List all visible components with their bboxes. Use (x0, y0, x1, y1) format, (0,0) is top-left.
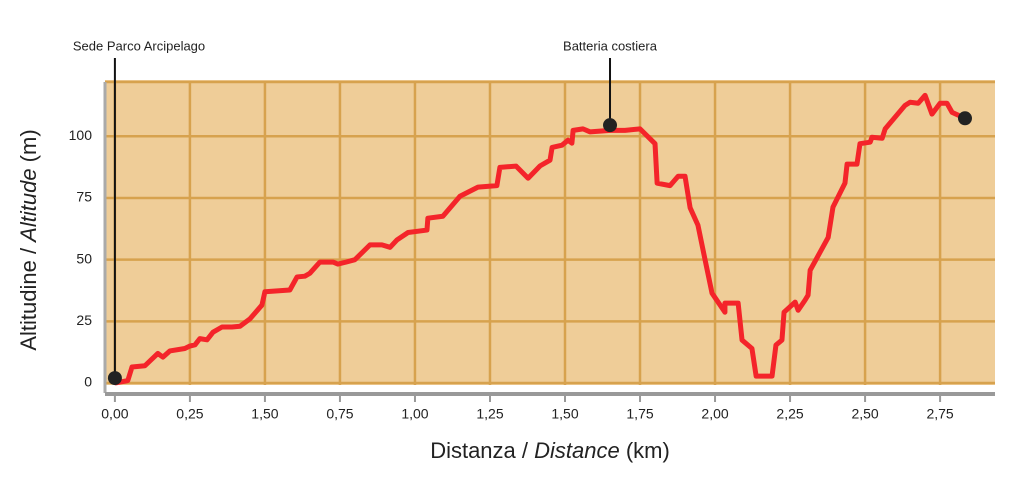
y-label-part: Altitude (16, 168, 41, 243)
x-tick-label: 2,25 (776, 406, 803, 422)
x-tick-label: 1,00 (401, 406, 428, 422)
x-tick-label: 1,50 (551, 406, 578, 422)
x-label-part: (km) (620, 438, 670, 463)
y-tick-label: 0 (84, 374, 92, 390)
x-tick-label: 1,75 (626, 406, 653, 422)
x-label-part: Distance (534, 438, 620, 463)
x-tick-label: 2,50 (851, 406, 878, 422)
y-axis-label: Altitudine / Altitude (m) (16, 129, 41, 350)
x-tick-label: 2,00 (701, 406, 728, 422)
elevation-line (114, 92, 967, 386)
y-tick-label: 100 (69, 127, 93, 143)
x-tick-label: 1,50 (251, 406, 278, 422)
plot-area (105, 80, 995, 385)
x-tick-label: 0,00 (101, 406, 128, 422)
annotation-label: Sede Parco Arcipelago (73, 38, 205, 53)
y-tick-label: 75 (76, 189, 92, 205)
y-tick-label: 25 (76, 312, 92, 328)
annotation-dot (107, 371, 122, 386)
annotation-dot (603, 118, 618, 133)
x-tick-label: 0,75 (326, 406, 353, 422)
annotation-label: Batteria costiera (563, 38, 658, 53)
end-dot (957, 111, 972, 126)
y-tick-label: 50 (76, 250, 92, 266)
x-tick-label: 1,25 (476, 406, 503, 422)
x-label-part: Distanza / (430, 438, 534, 463)
x-tick-label: 2,75 (926, 406, 953, 422)
x-axis-label: Distanza / Distance (km) (430, 438, 670, 463)
y-label-part: (m) (16, 129, 41, 168)
y-label-part: Altitudine / (16, 242, 41, 351)
x-tick-label: 0,25 (176, 406, 203, 422)
